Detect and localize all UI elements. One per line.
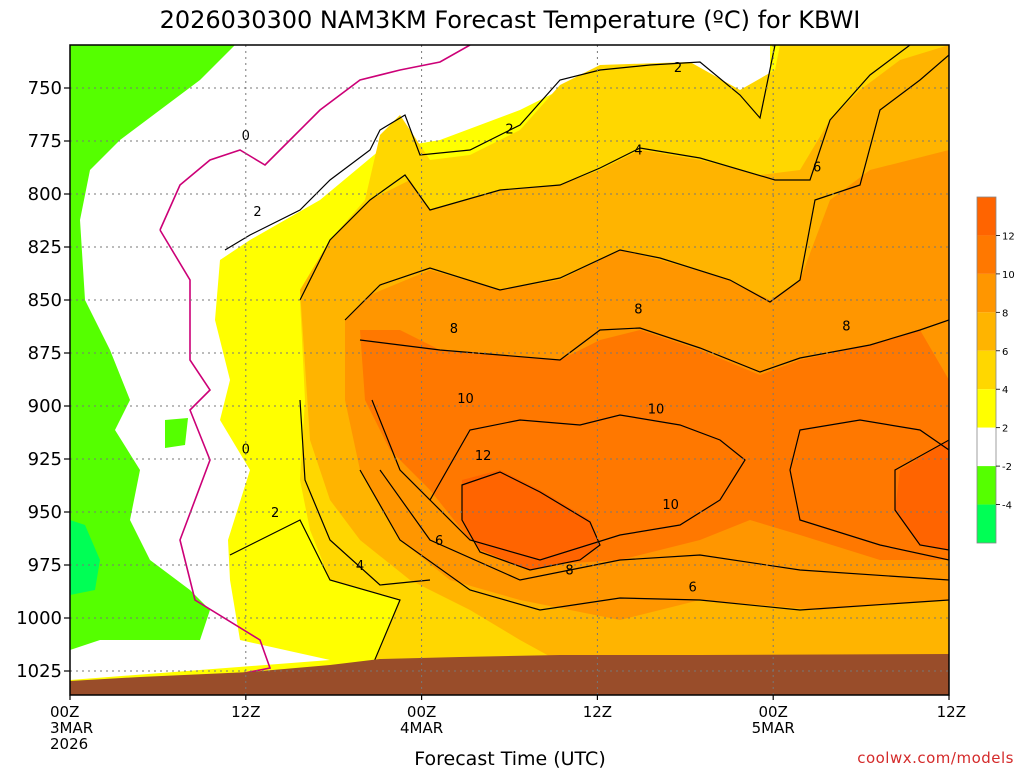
y-tick-label: 975 [28, 555, 62, 576]
x-tick-label: 5MAR [752, 719, 795, 737]
colorbar-tick-label: 12 [1002, 231, 1015, 242]
contour-label: 8 [842, 320, 850, 335]
colorbar-segment [977, 466, 996, 505]
colorbar-segment [977, 197, 996, 236]
grid [70, 45, 949, 695]
x-tick-label: 00Z [407, 703, 436, 721]
x-tick-label: 12Z [583, 703, 612, 721]
y-tick-label: 900 [28, 396, 62, 417]
colorbar-segment [977, 504, 996, 543]
plot-frame [69, 44, 950, 696]
contour-8-lower [379, 469, 949, 581]
fill-band-below-minus2 [70, 520, 100, 595]
y-tick-label: 825 [28, 237, 62, 258]
contour-label: 0 [242, 129, 250, 144]
fill-band-below-0-blob [165, 418, 188, 448]
credit-text: coolwx.com/models [857, 749, 1014, 767]
y-tick-label: 875 [28, 343, 62, 364]
contour-4-upper [299, 45, 911, 301]
contour-label: 12 [475, 449, 492, 464]
colorbar-segment [977, 312, 996, 351]
colorbar-tick-label: 8 [1002, 308, 1008, 319]
colorbar-frame [976, 196, 997, 544]
contour-lines [224, 45, 949, 695]
y-tick-label: 1025 [16, 661, 62, 682]
contour-label: 6 [435, 534, 443, 549]
contour-label: 6 [813, 161, 821, 176]
contour-label: 4 [634, 144, 642, 159]
contour-10-ring [371, 399, 746, 561]
x-tick-label: 2026 [50, 735, 88, 753]
colorbar-segment [977, 350, 996, 390]
contour-label: 4 [356, 559, 364, 574]
colorbar-segment [977, 389, 996, 428]
contour-label: 8 [565, 563, 573, 578]
contour-label: 10 [457, 392, 474, 407]
chart-title: 2026030300 NAM3KM Forecast Temperature (… [160, 6, 861, 34]
fill-band-above-12-east [895, 440, 949, 550]
y-axis: 750 775 800 825 850 875 900 925 950 975 1000 1025 [16, 78, 70, 682]
y-tick-label: 750 [28, 78, 62, 99]
contour-label: 6 [688, 580, 696, 595]
contour-0-upper [159, 45, 471, 231]
x-axis-label: Forecast Time (UTC) [414, 748, 605, 768]
x-tick-label: 00Z [50, 703, 79, 721]
contour-label: 2 [505, 123, 513, 138]
colorbar-tick-label: -2 [1002, 462, 1012, 473]
fill-band-below-0 [70, 45, 235, 650]
colorbar-segment [977, 235, 996, 274]
contour-8-upper [359, 319, 949, 373]
contour-12-east [894, 439, 949, 551]
x-tick-label: 12Z [231, 703, 260, 721]
contour-4-lower [299, 399, 431, 586]
y-tick-label: 800 [28, 184, 62, 205]
x-tick-label: 3MAR [50, 719, 93, 737]
contour-12 [461, 471, 601, 571]
contour-2-upper [224, 45, 776, 251]
x-tick-label: 12Z [937, 703, 966, 721]
y-tick-label: 950 [28, 502, 62, 523]
colorbar-segment [977, 273, 996, 313]
x-tick-label: 00Z [759, 703, 788, 721]
contour-label: 2 [253, 205, 261, 220]
contour-6-upper [344, 54, 949, 321]
y-tick-label: 850 [28, 290, 62, 311]
colorbar-tick-label: -4 [1002, 501, 1012, 512]
y-tick-label: 1000 [16, 608, 62, 629]
contour-labels: 0 0 2 2 2 2 4 4 6 6 6 8 8 8 8 10 10 10 12 [242, 61, 851, 595]
contour-0-lower [159, 229, 272, 679]
colorbar-tick-label: 6 [1002, 347, 1008, 358]
colorbar-tick-label: 10 [1002, 270, 1015, 281]
contour-label: 2 [674, 61, 682, 76]
x-tick-label: 4MAR [400, 719, 443, 737]
ground-terrain [70, 654, 949, 695]
colorbar-tick-label: 2 [1002, 424, 1008, 435]
fill-band-0-2 [70, 45, 770, 680]
contour-label: 10 [662, 498, 679, 513]
contour-label: 8 [450, 322, 458, 337]
freezing-contour [159, 45, 471, 679]
colorbar-segment [977, 427, 996, 467]
contour-2-lower [229, 519, 401, 695]
contour-label: 10 [648, 402, 665, 417]
colorbar: -4 -2 2 4 6 8 10 12 [976, 196, 1015, 544]
contour-label: 2 [271, 506, 279, 521]
y-tick-label: 775 [28, 131, 62, 152]
colorbar-tick-label: 4 [1002, 385, 1008, 396]
contour-label: 8 [634, 303, 642, 318]
y-tick-label: 925 [28, 449, 62, 470]
contour-10-east [789, 419, 949, 561]
fill-band-above-12 [462, 470, 600, 570]
contour-6-lower [359, 469, 949, 611]
temperature-fill [70, 45, 949, 695]
contour-label: 0 [242, 443, 250, 458]
